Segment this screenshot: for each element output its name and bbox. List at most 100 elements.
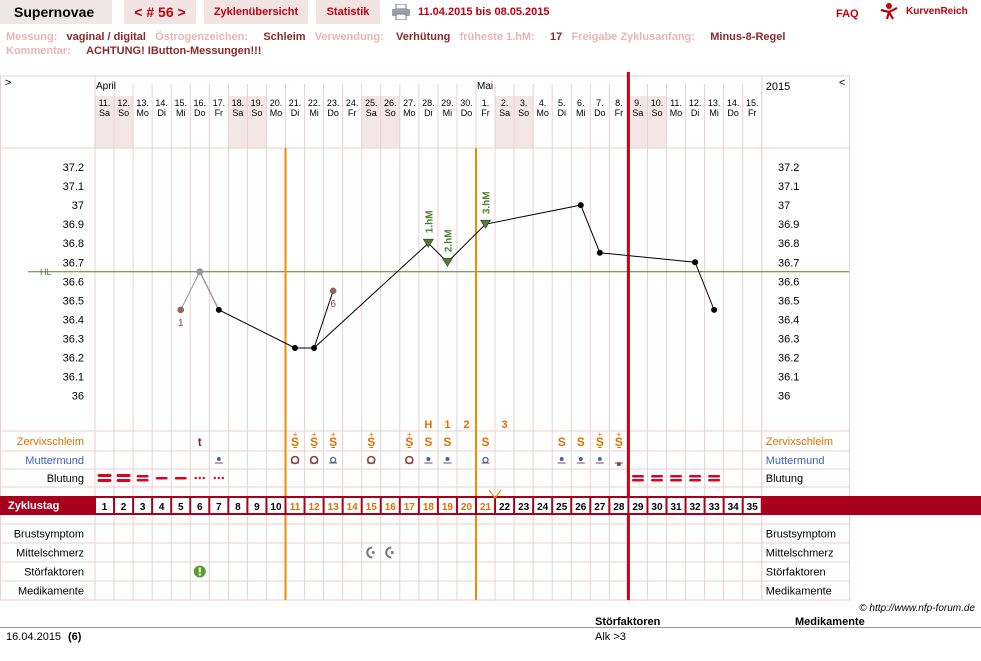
mucus-symbol: S̱ [310,435,318,449]
bleeding-medium [136,475,149,478]
mucus-symbol: S̱ [329,435,337,449]
cycle-day-cell [496,498,514,513]
tab-statistics[interactable]: Statistik [316,0,380,24]
first-hm-value: 17 [550,31,563,43]
nav-left-arrow[interactable]: > [5,77,11,89]
weekday-label: Fr [615,108,624,118]
printer-icon[interactable] [392,3,410,21]
footer-col-medikamente: Medikamente [795,616,865,628]
cycle-day-cell [343,498,361,513]
day-number: 22. [308,98,321,108]
cycle-day-number: 25 [556,502,568,513]
bleeding-medium [136,479,149,482]
faq-link[interactable]: FAQ [836,8,859,20]
bleeding-spotting [194,476,197,480]
day-number: 6. [577,98,585,108]
y-tick-right: 36.7 [778,257,799,269]
weekday-label: Sa [632,108,643,118]
tab-cycle-overview[interactable]: Zyklenübersicht [204,0,308,24]
cycle-day-cell [686,498,704,513]
cycle-day-number: 1 [102,502,108,513]
weekday-label: Mo [536,108,549,118]
y-tick-right: 37.1 [778,181,799,193]
weekday-label: So [118,108,129,118]
excluded-temp-point [177,306,184,314]
cycle-day-cell [267,498,285,513]
cycle-day-number: 24 [537,502,549,513]
cycle-day-number: 20 [461,502,473,513]
cycle-day-number: 23 [518,502,530,513]
weekend-col [628,96,648,148]
day-number: 1. [482,98,490,108]
footer-col-stoerfaktoren: Störfaktoren [595,616,661,628]
y-tick-left: 36.3 [63,333,84,345]
weekday-label: So [651,108,662,118]
cycle-day-cell [400,498,418,513]
year-label: 2015 [766,81,790,93]
cycle-day-cell [96,498,114,513]
footer-divider [0,627,981,628]
day-number: 20. [270,98,283,108]
weekday-label: Do [194,108,206,118]
weekday-label: Fr [348,108,357,118]
cycle-day-number: 17 [404,502,416,513]
day-number: 12. [689,98,702,108]
cycle-day-cell [210,498,228,513]
month-label: April [96,81,116,92]
disturbance-icon-dot [198,573,201,576]
mittelschmerz-icon [366,546,373,559]
hm-label: 3.hM [482,191,493,214]
weekday-label: So [518,108,529,118]
y-tick-right: 36.4 [778,314,799,326]
bleeding-medium [650,475,663,478]
cycle-day-cell [324,498,342,513]
weekday-label: Do [461,108,473,118]
footer-date: 16.04.2015 [6,631,62,643]
y-tick-right: 36 [778,391,790,403]
day-number: 13. [136,98,149,108]
row-label-right: Medikamente [766,586,832,598]
infertile-start-marker [488,489,502,499]
day-number: 10. [651,98,664,108]
cycle-day-number: 5 [178,502,184,513]
bleeding-heavy [116,479,131,482]
mucus-symbol: S [558,435,566,449]
oestrogen-label: Östrogenzeichen: [155,31,249,43]
cervix-closed-icon [559,457,564,461]
bleeding-medium [631,475,644,478]
y-tick-right: 36.8 [778,238,799,250]
mucus-symbol: S̱ [367,435,375,449]
weekday-label: Do [594,108,606,118]
day-number: 28. [422,98,435,108]
cycle-day-cell [229,498,247,513]
cycle-day-cell [191,498,209,513]
date-range: 11.04.2015 bis 08.05.2015 [418,6,550,18]
curve-segment [313,290,334,349]
weekday-label: Di [691,108,700,118]
temp-point [292,344,299,351]
cycle-navigator[interactable]: < # 56 > [124,0,196,24]
mucus-plus: + [312,430,317,439]
chart-frame [0,75,850,601]
mucus-symbol: S [577,435,585,449]
weekday-label: Sa [99,108,110,118]
cycle-day-number: 32 [690,502,702,513]
cycle-day-number: 31 [670,502,682,513]
weekday-label: Di [291,108,300,118]
copyright[interactable]: © http://www.nfp-forum.de [859,603,975,614]
mucus-symbol: S̱ [596,435,604,449]
y-tick-left: 36.8 [63,238,84,250]
weekend-col [247,96,267,148]
cycle-day-cell [457,498,475,513]
nav-right-arrow[interactable]: < [839,77,845,89]
y-tick-right: 36.5 [778,295,799,307]
temp-point [577,202,584,209]
day-number: 12. [117,98,130,108]
cycle-day-cell [572,498,590,513]
verwendung-value: Verhütung [396,31,451,43]
cycle-day-number: 8 [235,502,241,513]
cervix-closed-icon [597,457,602,461]
cycle-day-cell [362,498,380,513]
y-tick-right: 36.2 [778,353,799,365]
cycle-day-cell [515,498,533,513]
